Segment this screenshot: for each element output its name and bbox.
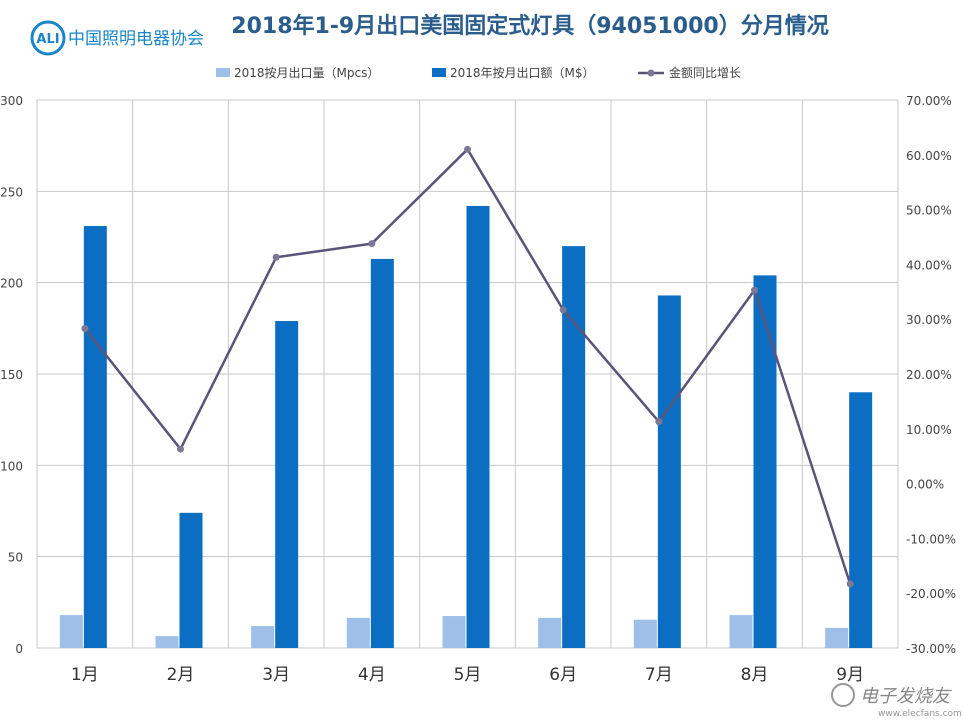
growth-point xyxy=(559,306,567,314)
growth-point xyxy=(368,240,376,248)
bar-volume xyxy=(155,636,179,648)
logo-text: 中国照明电器协会 xyxy=(68,29,204,49)
bar-value xyxy=(370,258,394,648)
y2-tick-label: 30.00% xyxy=(906,313,952,327)
x-tick-label: 3月 xyxy=(262,665,290,685)
y2-tick-label: -30.00% xyxy=(906,642,956,656)
y2-tick-label: 10.00% xyxy=(906,423,952,437)
bar-value xyxy=(466,205,490,649)
watermark-brand: 电子发烧友 xyxy=(860,686,952,707)
y-tick-label: 200 xyxy=(0,277,23,291)
legend-label: 2018年按月出口额（M$） xyxy=(450,66,595,80)
growth-point xyxy=(464,145,471,153)
watermark: 电子发烧友 www.elecfans.com xyxy=(831,683,962,719)
growth-line xyxy=(81,145,854,588)
bar-volume xyxy=(442,616,466,648)
watermark-icon xyxy=(831,683,855,707)
growth-point xyxy=(272,253,280,261)
y-tick-label: 250 xyxy=(0,185,23,199)
bar-volume xyxy=(729,615,753,648)
growth-point xyxy=(81,325,89,333)
bar-volume xyxy=(251,626,275,648)
chart-title: 2018年1-9月出口美国固定式灯具（94051000）分月情况 xyxy=(231,13,828,39)
x-tick-label: 4月 xyxy=(358,665,386,685)
y2-tick-label: 20.00% xyxy=(906,368,952,382)
bar-volume xyxy=(633,619,657,648)
y2-tick-label: 40.00% xyxy=(906,258,952,272)
bar-volume xyxy=(825,627,849,648)
bar-value xyxy=(179,512,203,648)
y2-tick-label: -10.00% xyxy=(906,532,956,546)
legend: 2018按月出口量（Mpcs） 2018年按月出口额（M$） 金额同比增长 xyxy=(216,65,741,80)
legend-label: 2018按月出口量（Mpcs） xyxy=(234,66,379,80)
x-tick-label: 2月 xyxy=(167,665,195,685)
x-tick-label: 1月 xyxy=(71,665,99,685)
bar-value xyxy=(849,392,873,648)
growth-point xyxy=(751,286,758,294)
x-tick-label: 9月 xyxy=(836,665,864,685)
legend-label: 金额同比增长 xyxy=(669,65,741,80)
bar-volume xyxy=(538,617,562,648)
bar-value xyxy=(753,275,777,648)
legend-swatch xyxy=(432,68,446,77)
logo: ALI 中国照明电器协会 xyxy=(30,20,204,56)
watermark-url: www.elecfans.com xyxy=(878,709,962,719)
y-tick-label: 150 xyxy=(0,368,23,382)
x-tick-label: 5月 xyxy=(454,665,482,685)
growth-point xyxy=(846,580,854,588)
y2-tick-label: 70.00% xyxy=(906,94,952,108)
x-tick-label: 7月 xyxy=(645,665,673,685)
x-tick-label: 8月 xyxy=(741,665,769,685)
axes: 0 50 100 150 200 250 300 -30.00% -20.00% -10.00% 0… xyxy=(0,94,956,685)
bar-value xyxy=(275,321,299,648)
x-tick-label: 6月 xyxy=(549,665,577,685)
growth-point xyxy=(655,418,663,426)
y2-tick-label: 0.00% xyxy=(906,478,944,492)
bars xyxy=(59,205,873,649)
legend-marker xyxy=(647,69,655,77)
logo-ring-icon xyxy=(30,20,66,56)
bar-value xyxy=(562,246,586,648)
bar-value xyxy=(83,226,107,649)
y-tick-label: 50 xyxy=(8,551,23,565)
logo-mark: ALI xyxy=(36,32,59,47)
bar-volume xyxy=(346,617,370,648)
y2-tick-label: -20.00% xyxy=(906,587,956,601)
y-tick-label: 300 xyxy=(0,94,23,108)
legend-swatch xyxy=(216,68,230,77)
bar-value xyxy=(657,295,681,648)
y-tick-label: 0 xyxy=(15,642,23,656)
y-tick-label: 100 xyxy=(0,459,23,473)
y2-tick-label: 60.00% xyxy=(906,149,952,163)
y2-tick-label: 50.00% xyxy=(906,204,952,218)
growth-point xyxy=(177,445,184,453)
bar-volume xyxy=(59,615,83,648)
